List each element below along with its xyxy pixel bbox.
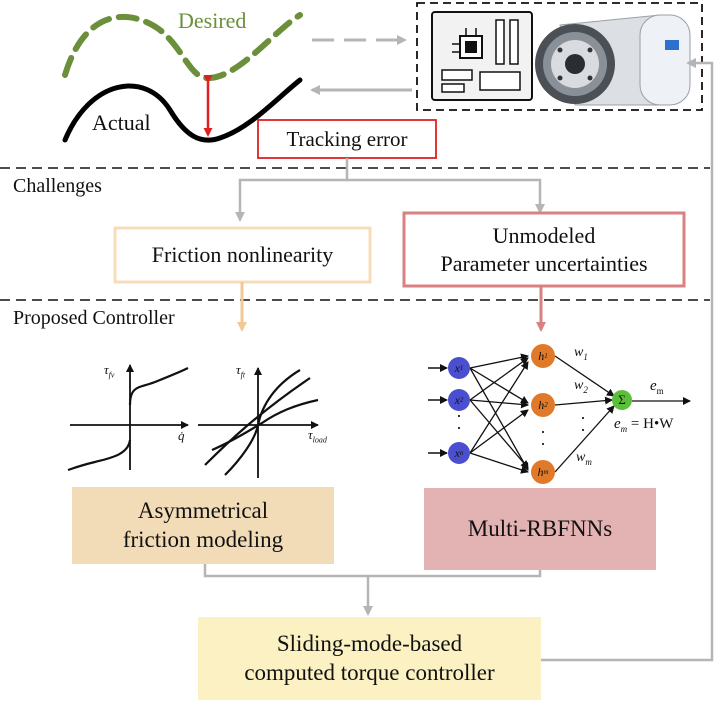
friction-plot-right: [198, 367, 319, 478]
hidden-dots: ·: [540, 422, 546, 442]
input-dots-2: ·: [456, 418, 462, 438]
hidden-dots-2: ·: [540, 434, 546, 454]
circuit-board-icon: [431, 11, 533, 101]
split-line: [235, 158, 349, 222]
left-y-axis-label: τfv: [104, 362, 115, 380]
asym-block: [72, 487, 334, 564]
friction-nonlinearity-label: Friction nonlinearity: [151, 242, 334, 268]
smc-line2: computed torque controller: [244, 659, 495, 685]
unmodeled-line1: Unmodeled: [492, 223, 596, 248]
actual-curve: [62, 77, 303, 143]
rbf-block-label: Multi-RBFNNs: [467, 515, 613, 541]
hardware-box: [416, 2, 703, 111]
actual-label: Actual: [92, 110, 151, 135]
output-label: em: [650, 378, 664, 396]
tracking-error-label: Tracking error: [286, 126, 408, 151]
friction-box: [113, 226, 372, 284]
desired-curve: [62, 12, 303, 82]
control-feedback-line: [541, 58, 714, 662]
section-challenges: Challenges: [13, 175, 102, 197]
joint-actuator-icon: [535, 14, 691, 106]
left-x-axis-label: q̇: [178, 428, 185, 443]
asym-block-label: Asymmetrical friction modeling: [72, 487, 334, 564]
input-dots: ·: [456, 406, 462, 426]
section-proposed: Proposed Controller: [13, 307, 175, 329]
friction-plot-left: [67, 364, 189, 472]
right-x-axis-label: τload: [308, 427, 327, 445]
merge-line-left: [203, 564, 368, 578]
merge-line-right: [368, 570, 542, 578]
weight-label-2: w2: [574, 378, 588, 395]
smc-block: [198, 617, 541, 700]
weight-label-m: wm: [576, 450, 592, 467]
split-line-right: [347, 178, 545, 214]
formula-label: em = H•W: [614, 416, 674, 434]
desired-label: Desired: [178, 8, 247, 33]
weight-dots: ·: [580, 408, 586, 428]
smc-block-label: Sliding-mode-based computed torque contr…: [198, 617, 541, 700]
unmodeled-label: Unmodeled Parameter uncertainties: [404, 213, 684, 286]
asym-line1: Asymmetrical: [137, 497, 269, 523]
weight-dots-2: ·: [580, 420, 586, 440]
smc-line1: Sliding-mode-based: [276, 630, 463, 656]
rbfnn-network: [428, 353, 691, 474]
asym-line2: friction modeling: [122, 526, 284, 552]
right-y-axis-label: τft: [236, 362, 246, 380]
sum-node: Σ: [612, 390, 632, 410]
unmodeled-line2: Parameter uncertainties: [440, 250, 648, 276]
unmodeled-box: [402, 211, 686, 288]
rbf-block: [424, 488, 656, 570]
weight-label-1: w1: [574, 345, 588, 362]
